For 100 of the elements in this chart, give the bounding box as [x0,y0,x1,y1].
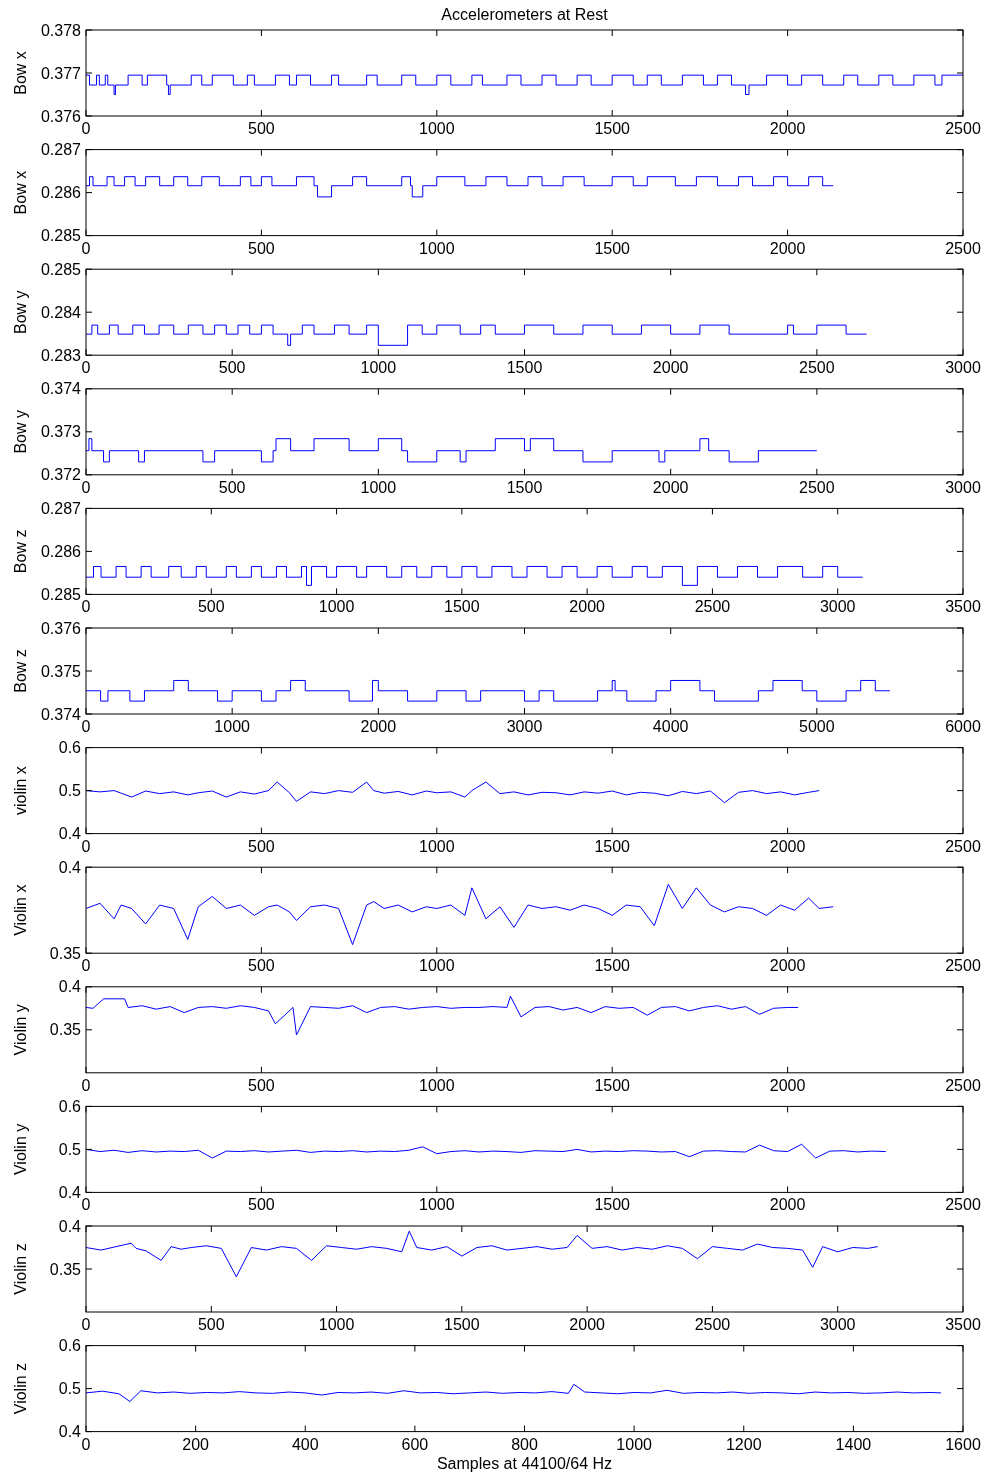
x-tick-label: 2000 [769,120,806,137]
x-tick-label: 1400 [835,1435,872,1453]
x-tick-label: 2000 [652,478,689,496]
x-tick-label: 3000 [945,478,981,496]
x-tick-label: 2000 [569,598,606,616]
x-tick-label: 1000 [419,957,455,975]
x-tick-label: 1000 [419,120,455,137]
x-tick-label: 1500 [444,1316,480,1333]
x-tick-label: 500 [248,1076,275,1094]
y-tick-label: 0.378 [40,21,82,39]
y-tick-label: 0.287 [40,500,82,517]
x-tick-label: 2500 [945,1196,981,1214]
y-axis-title: Violin x [12,884,29,936]
y-tick-label: 0.286 [40,184,82,202]
line-series [86,781,820,804]
line-series [86,1383,942,1402]
y-tick-label: 0.35 [49,1021,82,1039]
y-axis-title: violin x [12,766,29,816]
x-tick-label: 1000 [419,239,455,257]
x-tick-label: 2000 [769,1196,806,1214]
y-tick-label: 0.377 [40,64,82,82]
y-axis-title: Bow y [12,290,29,334]
y-tick-label: 0.4 [58,1184,82,1201]
x-tick-label: 1000 [419,837,455,855]
x-tick-label: 0 [81,837,91,855]
y-tick-label: 0.373 [40,423,82,441]
x-tick-label: 1000 [360,359,397,377]
y-tick-label: 0.285 [40,227,82,245]
y-tick-label: 0.287 [40,141,82,159]
y-tick-label: 0.284 [40,303,82,321]
y-axis-title: Violin z [12,1243,29,1295]
x-tick-label: 500 [248,957,275,975]
x-tick-label: 0 [81,359,91,377]
x-tick-label: 0 [81,120,91,137]
x-tick-label: 500 [197,598,225,616]
x-tick-label: 1200 [725,1435,762,1453]
x-tick-label: 2500 [945,837,981,855]
x-tick-label: 2000 [769,1076,806,1094]
x-tick-label: 1000 [419,1196,455,1214]
x-tick-label: 1500 [506,359,543,377]
y-axis-title: Violin y [12,1123,29,1176]
y-axis-title: Bow x [12,51,29,95]
y-axis-title: Violin z [12,1362,29,1415]
x-tick-label: 3500 [945,1316,981,1333]
x-tick-label: 1500 [594,239,631,257]
x-tick-label: 2500 [694,1316,731,1333]
y-tick-label: 0.285 [40,586,82,603]
x-tick-label: 4000 [652,718,689,735]
chart-title: Accelerometers at Rest [441,6,609,23]
y-tick-label: 0.376 [40,619,82,637]
x-tick-label: 0 [81,718,91,735]
y-tick-label: 0.6 [58,1337,82,1355]
y-tick-label: 0.6 [58,1098,82,1115]
y-tick-label: 0.5 [58,1141,82,1158]
y-tick-label: 0.35 [49,1260,82,1278]
x-tick-label: 2000 [652,359,689,377]
line-series [86,1143,887,1159]
x-tick-label: 1500 [444,598,480,616]
x-tick-label: 500 [248,837,275,855]
x-tick-label: 3000 [819,598,856,616]
x-tick-label: 1500 [594,120,631,137]
y-tick-label: 0.35 [49,944,82,962]
y-tick-label: 0.374 [40,380,82,398]
x-tick-label: 600 [401,1435,429,1453]
x-tick-label: 0 [81,1076,91,1094]
y-tick-label: 0.376 [40,107,82,125]
x-tick-label: 3000 [819,1316,856,1333]
x-tick-label: 500 [218,478,246,496]
x-tick-label: 1500 [594,957,631,975]
x-tick-label: 3500 [945,598,981,616]
x-tick-label: 1600 [945,1435,981,1453]
x-tick-label: 3000 [506,718,543,735]
y-tick-label: 0.372 [40,466,82,484]
x-tick-label: 2500 [945,957,981,975]
x-tick-label: 1500 [594,837,631,855]
x-tick-label: 2000 [569,1316,606,1333]
x-tick-label: 400 [291,1435,319,1453]
x-tick-label: 6000 [945,718,981,735]
y-axis-title: Bow y [12,410,29,454]
x-tick-label: 1000 [214,718,251,735]
y-axis-title: Violin y [12,1004,29,1056]
x-tick-label: 500 [197,1316,225,1333]
x-tick-label: 1000 [318,598,355,616]
x-tick-label: 0 [81,239,91,257]
y-tick-label: 0.5 [58,1380,82,1398]
x-tick-label: 1500 [506,478,543,496]
y-tick-label: 0.4 [58,1423,82,1441]
x-tick-label: 0 [81,478,91,496]
x-tick-label: 1000 [318,1316,355,1333]
x-tick-label: 2000 [769,837,806,855]
x-tick-label: 2500 [945,1076,981,1094]
x-tick-label: 0 [81,598,91,616]
x-tick-label: 500 [218,359,246,377]
x-tick-label: 2500 [799,359,835,377]
x-tick-label: 1500 [594,1196,631,1214]
x-tick-label: 500 [248,1196,275,1214]
x-tick-label: 1000 [419,1076,455,1094]
x-tick-label: 0 [81,1316,91,1333]
x-tick-label: 2500 [694,598,731,616]
y-axis-title: Bow z [12,529,29,574]
